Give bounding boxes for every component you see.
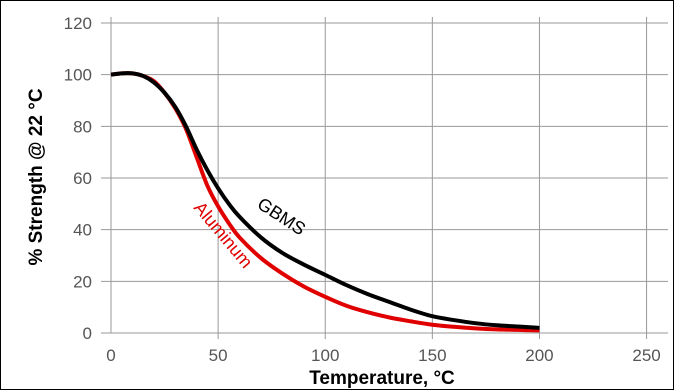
x-tick-label: 50 [209,346,228,365]
x-tick-label: 250 [632,346,660,365]
grid [101,17,668,339]
series-lines [110,71,540,333]
y-tick-label: 120 [64,14,92,33]
series-line-gbms [110,71,540,330]
y-tick-label: 100 [64,66,92,85]
x-tick-label: 0 [106,346,115,365]
y-tick-label: 20 [73,272,92,291]
series-label-aluminum: Aluminum [190,198,257,272]
tick-labels: 0 20 40 60 80 100 120 0 50 100 150 200 250 [64,14,661,365]
y-tick-label: 60 [73,169,92,188]
x-tick-label: 100 [311,346,339,365]
series-label-gbms: GBMS [254,194,309,240]
x-tick-label: 150 [418,346,446,365]
y-tick-label: 0 [83,324,92,343]
y-tick-label: 80 [73,117,92,136]
x-axis-title: Temperature, °C [309,368,455,389]
y-axis-title: % Strength @ 22 °C [26,88,47,265]
y-tick-label: 40 [73,221,92,240]
x-tick-label: 200 [525,346,553,365]
